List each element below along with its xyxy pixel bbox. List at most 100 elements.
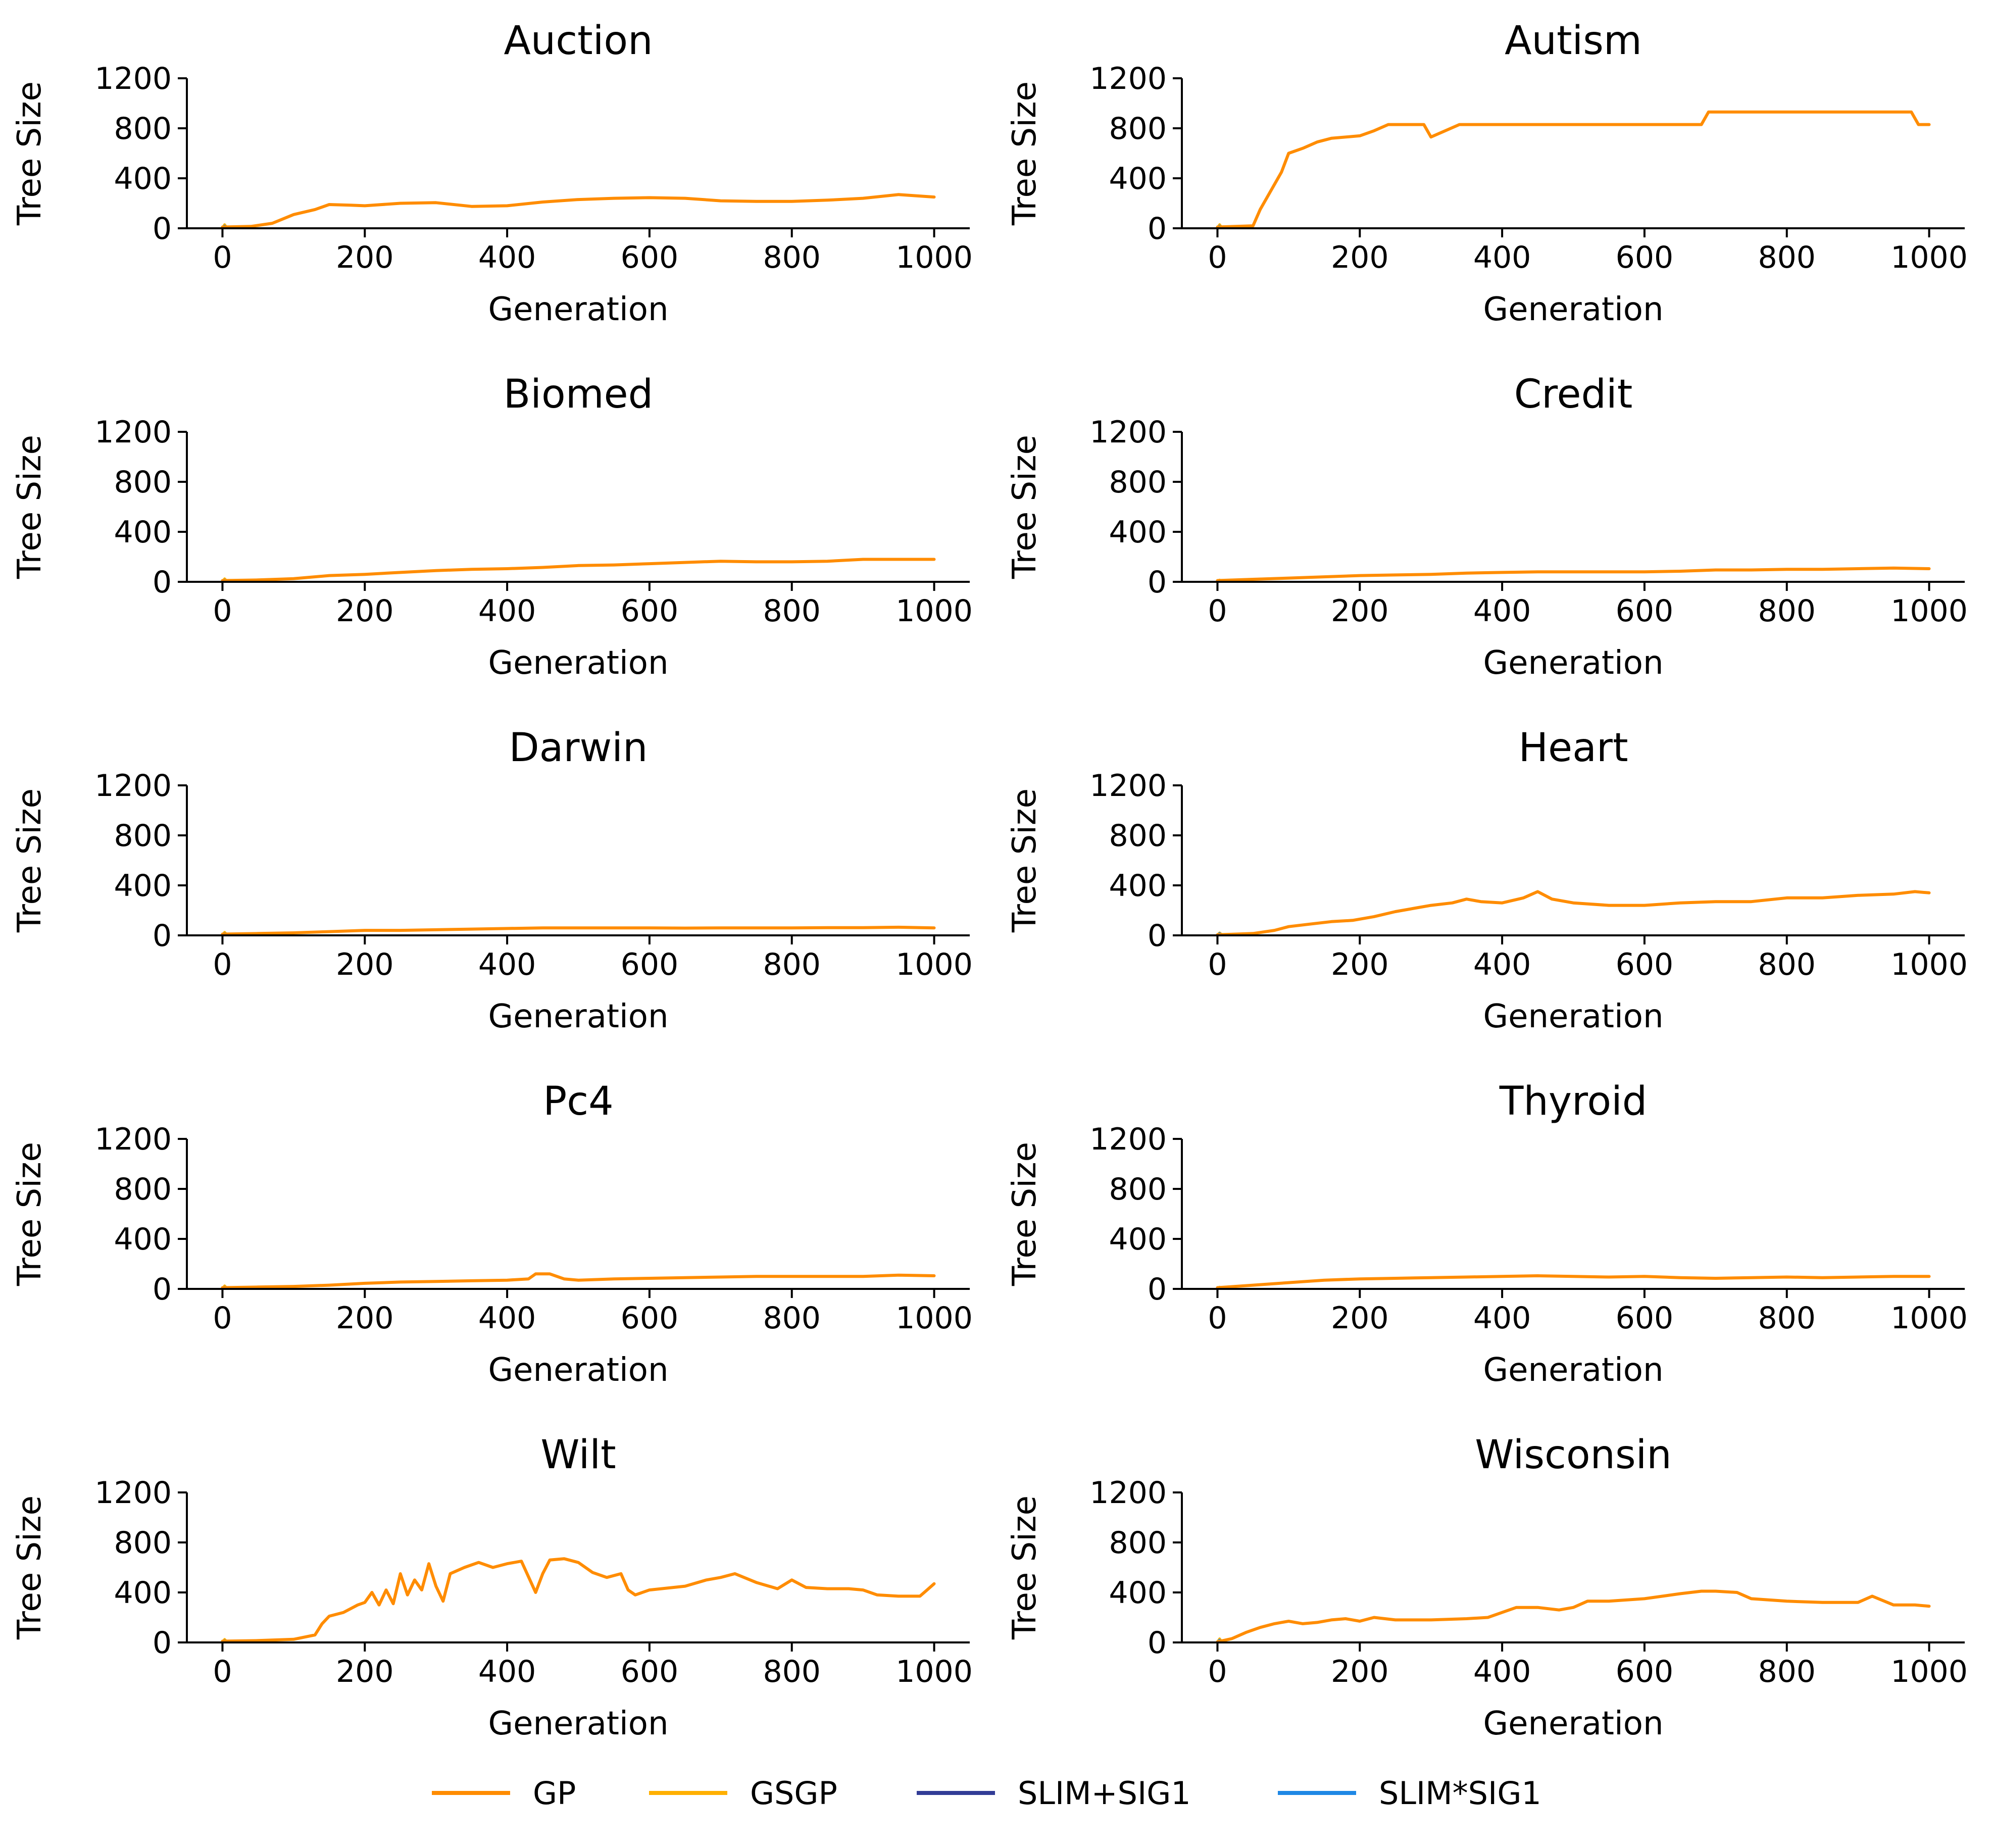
legend-label: SLIM*SIG1 [1379,1775,1541,1812]
y-tick-label: 0 [153,918,172,954]
x-tick-label: 200 [1331,947,1389,982]
x-axis-label: Generation [1483,644,1663,682]
panel-title: Darwin [509,725,648,771]
series-line-gp [1216,1274,1931,1289]
panel-title: Thyroid [1499,1079,1648,1124]
x-tick-label: 800 [1758,1301,1816,1336]
legend-label: SLIM+SIG1 [1018,1775,1191,1812]
x-tick-label: 800 [763,593,821,629]
y-tick-label: 800 [1109,1525,1167,1561]
panel-heart: Heart 0 400 800 1200 0 200 400 600 800 1000 Generat… [1006,725,1968,1035]
x-tick-label: 600 [1616,947,1674,982]
series-line-gp [1216,566,1931,582]
x-tick-label: 400 [1473,1301,1531,1336]
x-tick-label: 200 [336,240,394,275]
panel-title: Autism [1505,18,1642,64]
panel-title: Wilt [540,1432,616,1478]
y-tick-label: 0 [1148,1272,1167,1307]
series-line-gp [221,1557,936,1643]
y-tick-label: 0 [153,565,172,600]
y-tick-label: 1200 [1089,415,1167,450]
x-tick-label: 400 [1473,1654,1531,1689]
legend: GP GSGP SLIM+SIG1 SLIM*SIG1 [432,1775,1541,1812]
x-tick-label: 400 [478,947,536,982]
x-tick-label: 1000 [895,240,973,275]
x-tick-label: 600 [621,1301,679,1336]
x-tick-label: 1000 [1890,593,1968,629]
x-axis-label: Generation [488,1705,668,1742]
x-tick-label: 1000 [895,593,973,629]
y-tick-label: 0 [153,1625,172,1661]
y-tick-label: 1200 [1089,61,1167,96]
x-axis-label: Generation [488,291,668,328]
legend-entry-gp: GP [432,1775,576,1812]
legend-entry-gsgp: GSGP [649,1775,837,1812]
x-tick-label: 1000 [895,1301,973,1336]
x-axis-label: Generation [488,1352,668,1389]
x-tick-label: 0 [1208,240,1227,275]
y-axis-label: Tree Size [11,1495,48,1640]
x-tick-label: 0 [1208,947,1227,982]
y-tick-label: 400 [1109,161,1167,196]
x-tick-label: 800 [1758,240,1816,275]
y-tick-label: 400 [1109,515,1167,550]
x-tick-label: 1000 [895,1654,973,1689]
y-tick-label: 800 [114,818,172,854]
series-line-gp [1216,110,1931,229]
x-axis-label: Generation [488,644,668,682]
y-tick-label: 400 [1109,1575,1167,1611]
x-tick-label: 0 [1208,593,1227,629]
panel-wisconsin: Wisconsin 0 400 800 1200 0 200 400 600 800 1000 Gen… [1006,1432,1968,1742]
x-tick-label: 600 [621,240,679,275]
x-tick-label: 200 [336,947,394,982]
panel-credit: Credit 0 400 800 1200 0 200 400 600 800 1000 Genera… [1006,372,1968,682]
x-tick-label: 600 [1616,1654,1674,1689]
x-axis-label: Generation [1483,1705,1663,1742]
x-tick-label: 400 [1473,593,1531,629]
panel-title: Biomed [504,372,653,417]
y-tick-label: 0 [153,1272,172,1307]
x-tick-label: 800 [1758,1654,1816,1689]
y-tick-label: 400 [114,515,172,550]
panel-title: Pc4 [543,1079,614,1124]
y-tick-label: 0 [1148,1625,1167,1661]
y-tick-label: 1200 [94,1475,172,1511]
x-tick-label: 400 [478,593,536,629]
y-tick-label: 0 [153,211,172,246]
legend-entry-slim-sig1: SLIM*SIG1 [1278,1775,1541,1812]
x-tick-label: 0 [213,1301,232,1336]
y-tick-label: 800 [114,465,172,500]
y-tick-label: 1200 [94,61,172,96]
y-tick-label: 800 [1109,465,1167,500]
y-tick-label: 400 [114,868,172,904]
panels: Auction 0 400 800 1200 0 200 400 600 800 1000 Gener… [11,18,1968,1742]
x-tick-label: 600 [1616,1301,1674,1336]
x-tick-label: 200 [336,593,394,629]
series-line-gp [1216,890,1931,936]
x-tick-label: 800 [1758,593,1816,629]
x-axis-label: Generation [488,998,668,1035]
x-tick-label: 600 [621,1654,679,1689]
x-tick-label: 200 [1331,1301,1389,1336]
panel-title: Wisconsin [1475,1432,1672,1478]
y-axis-label: Tree Size [11,81,48,226]
y-tick-label: 400 [114,161,172,196]
x-tick-label: 0 [213,593,232,629]
x-tick-label: 400 [478,1301,536,1336]
x-tick-label: 800 [763,1654,821,1689]
legend-label: GSGP [750,1775,837,1812]
x-tick-label: 0 [213,240,232,275]
x-tick-label: 400 [478,1654,536,1689]
x-tick-label: 600 [621,593,679,629]
x-tick-label: 1000 [1890,1654,1968,1689]
y-tick-label: 800 [1109,111,1167,146]
panel-thyroid: Thyroid 0 400 800 1200 0 200 400 600 800 1000 Gener… [1006,1079,1968,1389]
y-tick-label: 1200 [1089,1122,1167,1157]
panel-pc4: Pc4 0 400 800 1200 0 200 400 600 800 1000 Generatio… [11,1079,973,1389]
x-axis-label: Generation [1483,1352,1663,1389]
x-tick-label: 800 [763,240,821,275]
x-tick-label: 0 [1208,1301,1227,1336]
x-tick-label: 600 [1616,240,1674,275]
y-tick-label: 800 [114,1172,172,1207]
